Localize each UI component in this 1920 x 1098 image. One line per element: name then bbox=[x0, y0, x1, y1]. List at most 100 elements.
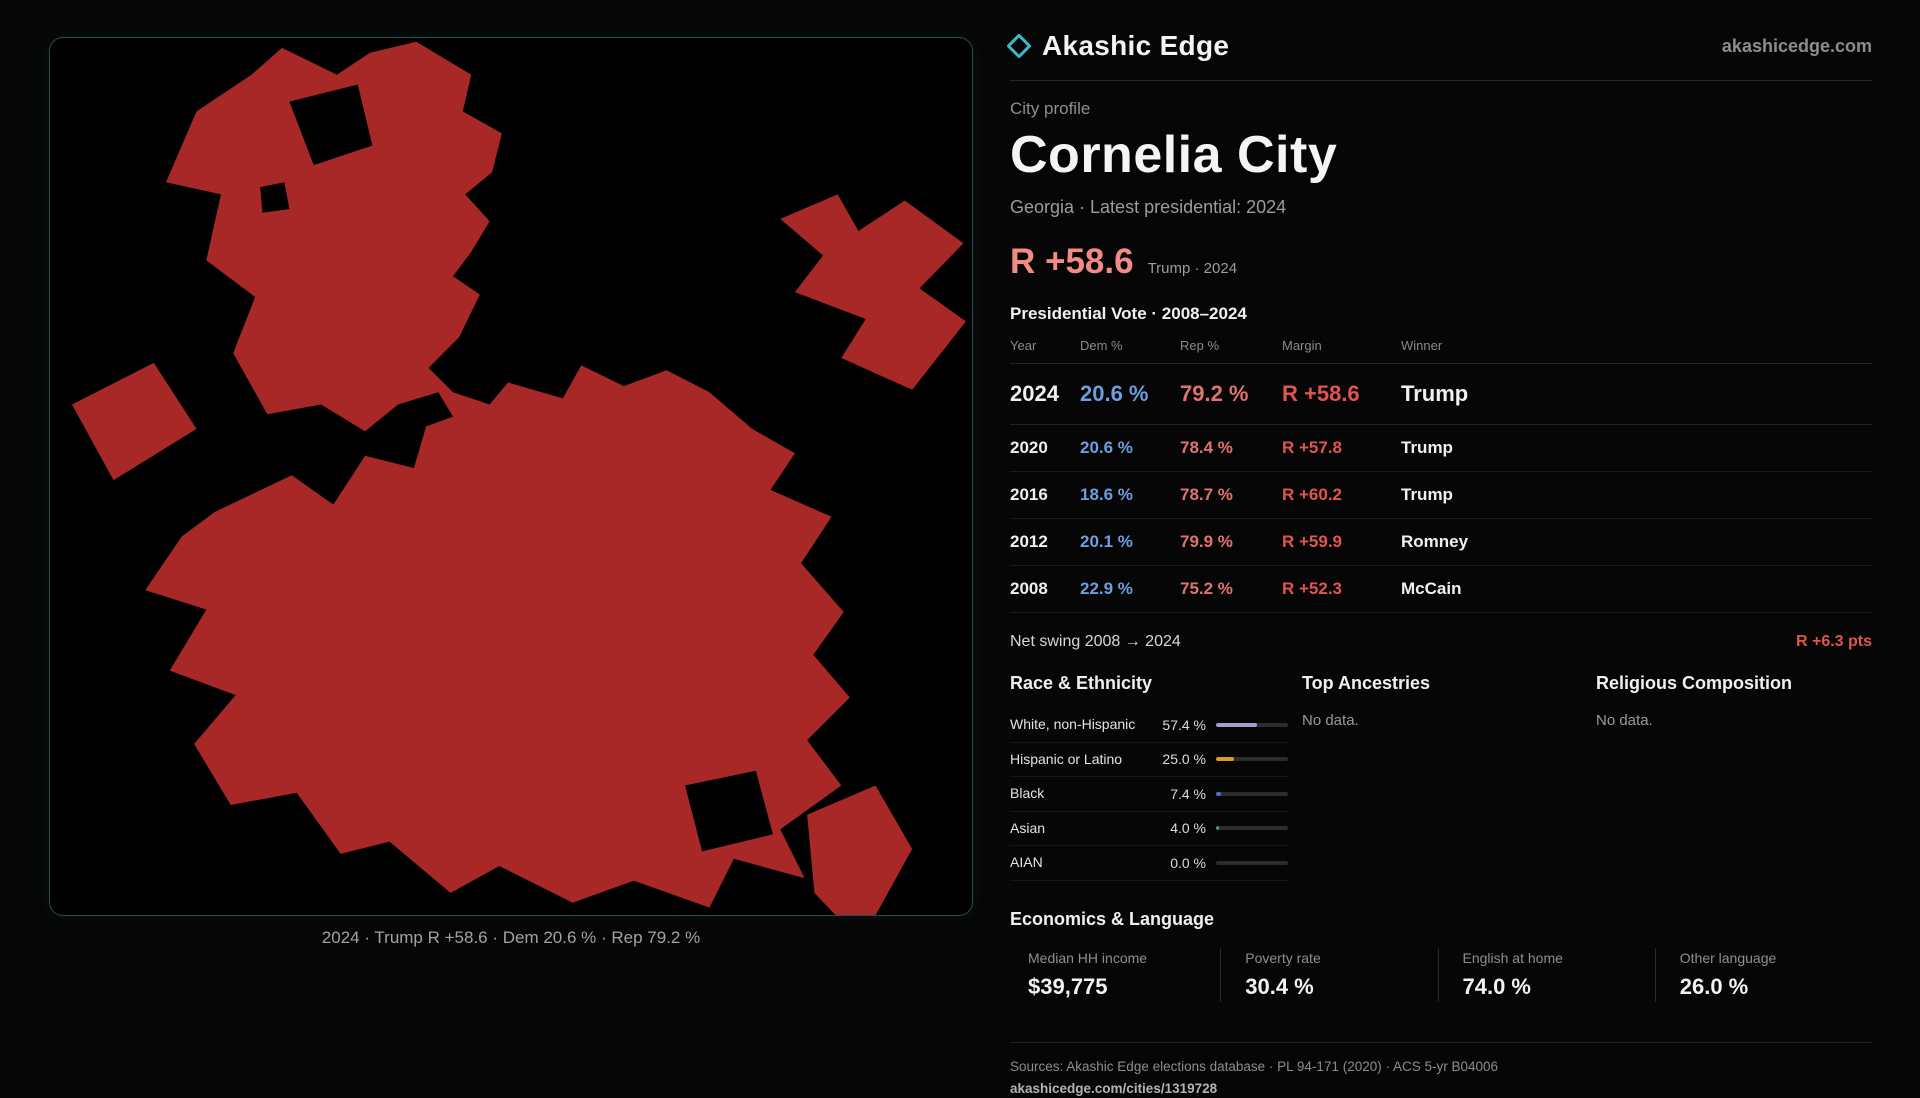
demographics-section: Race & Ethnicity White, non-Hispanic 57.… bbox=[1010, 673, 1872, 881]
cell-year: 2024 bbox=[1010, 381, 1059, 406]
city-boundary-se bbox=[807, 785, 913, 915]
race-bar bbox=[1216, 791, 1288, 796]
race-row: White, non-Hispanic 57.4 % bbox=[1010, 708, 1288, 743]
stat-cell: Other language 26.0 % bbox=[1654, 947, 1872, 1002]
cell-winner: Trump bbox=[1401, 381, 1469, 406]
city-map[interactable] bbox=[50, 38, 972, 915]
table-row: 2008 22.9 % 75.2 % R +52.3 McCain bbox=[1010, 566, 1872, 613]
race-section-title: Race & Ethnicity bbox=[1010, 673, 1153, 693]
race-value: 0.0 % bbox=[1170, 854, 1206, 871]
race-row: AIAN 0.0 % bbox=[1010, 846, 1288, 881]
race-column: Race & Ethnicity White, non-Hispanic 57.… bbox=[1010, 673, 1302, 881]
cell-rep: 78.7 % bbox=[1180, 485, 1233, 504]
brand-name: Akashic Edge bbox=[1042, 30, 1230, 61]
race-label: White, non-Hispanic bbox=[1010, 716, 1136, 732]
cell-margin: R +60.2 bbox=[1282, 485, 1343, 504]
col-dem: Dem % bbox=[1080, 338, 1123, 353]
race-label: Black bbox=[1010, 785, 1045, 801]
col-rep: Rep % bbox=[1180, 338, 1220, 353]
site-domain-link[interactable]: akashicedge.com bbox=[1721, 35, 1872, 56]
city-title: Cornelia City bbox=[1010, 126, 1338, 184]
race-label: Hispanic or Latino bbox=[1010, 750, 1123, 767]
stat-label: Other language bbox=[1679, 949, 1777, 966]
city-boundary-west bbox=[71, 362, 197, 481]
stat-cell: Median HH income $39,775 bbox=[1010, 948, 1220, 1002]
religion-column: Religious Composition No data. bbox=[1596, 673, 1872, 881]
race-bar-fill bbox=[1216, 826, 1219, 831]
race-label: Asian bbox=[1010, 819, 1046, 836]
vote-table-title: Presidential Vote · 2008–2024 bbox=[1010, 304, 1247, 323]
race-value: 25.0 % bbox=[1162, 751, 1206, 768]
net-swing-label: Net swing 2008 → 2024 bbox=[1010, 633, 1181, 650]
city-boundary-ne bbox=[780, 194, 966, 390]
map-hole bbox=[289, 84, 373, 166]
stat-label: Poverty rate bbox=[1245, 949, 1321, 966]
map-panel[interactable] bbox=[49, 37, 973, 916]
cell-winner: Romney bbox=[1401, 532, 1469, 551]
cell-margin: R +59.9 bbox=[1282, 532, 1343, 551]
cell-rep: 78.4 % bbox=[1180, 438, 1233, 457]
stat-value: 30.4 % bbox=[1245, 973, 1314, 999]
cell-margin: R +58.6 bbox=[1282, 381, 1360, 406]
race-bar bbox=[1216, 757, 1288, 762]
race-row: Black 7.4 % bbox=[1010, 777, 1288, 812]
race-bar-fill bbox=[1216, 757, 1234, 762]
col-winner: Winner bbox=[1401, 338, 1443, 353]
table-row: 2012 20.1 % 79.9 % R +59.9 Romney bbox=[1010, 519, 1872, 566]
cell-margin: R +57.8 bbox=[1282, 438, 1343, 457]
stat-value: 26.0 % bbox=[1679, 973, 1749, 999]
table-row: 2016 18.6 % 78.7 % R +60.2 Trump bbox=[1010, 472, 1872, 519]
race-row: Asian 4.0 % bbox=[1010, 812, 1288, 846]
map-hole bbox=[685, 770, 773, 852]
race-row: Hispanic or Latino 25.0 % bbox=[1010, 743, 1288, 777]
permalink[interactable]: akashicedge.com/cities/1319728 bbox=[1010, 1080, 1218, 1096]
stat-value: $39,775 bbox=[1028, 973, 1108, 999]
diamond-icon bbox=[1006, 33, 1032, 59]
city-boundary-main bbox=[145, 41, 850, 908]
cell-rep: 79.9 % bbox=[1180, 532, 1233, 551]
header: Akashic Edge akashicedge.com bbox=[1006, 30, 1872, 62]
cell-year: 2008 bbox=[1010, 579, 1048, 598]
stat-label: English at home bbox=[1462, 949, 1563, 966]
stat-label: Median HH income bbox=[1028, 949, 1148, 966]
ancestries-section-title: Top Ancestries bbox=[1302, 673, 1431, 693]
cell-year: 2016 bbox=[1010, 485, 1048, 504]
header-divider bbox=[1010, 80, 1872, 81]
economics-title: Economics & Language bbox=[1010, 908, 1215, 929]
city-subtitle: Georgia · Latest presidential: 2024 bbox=[1010, 197, 1287, 217]
cell-winner: Trump bbox=[1401, 438, 1453, 457]
race-bar-fill bbox=[1216, 722, 1258, 727]
cell-dem: 22.9 % bbox=[1080, 579, 1133, 598]
cell-dem: 18.6 % bbox=[1080, 485, 1133, 504]
net-swing-row: Net swing 2008 → 2024 R +6.3 pts bbox=[1010, 629, 1872, 651]
city-profile-panel: Akashic Edge akashicedge.com City profil… bbox=[1006, 30, 1872, 1098]
cell-year: 2020 bbox=[1010, 438, 1048, 457]
headline: R +58.6 Trump · 2024 bbox=[1010, 242, 1872, 282]
race-bar bbox=[1216, 860, 1288, 865]
sources-line: Sources: Akashic Edge elections database… bbox=[1010, 1058, 1499, 1074]
stat-cell: Poverty rate 30.4 % bbox=[1220, 947, 1437, 1002]
race-bar-fill bbox=[1216, 791, 1222, 796]
brand-logo[interactable]: Akashic Edge bbox=[1006, 30, 1230, 62]
map-caption: 2024 · Trump R +58.6 · Dem 20.6 % · Rep … bbox=[321, 928, 701, 947]
table-row: 2020 20.6 % 78.4 % R +57.8 Trump bbox=[1010, 425, 1872, 472]
profile-kicker: City profile bbox=[1010, 99, 1091, 118]
no-data-text: No data. bbox=[1302, 712, 1359, 729]
cell-dem: 20.1 % bbox=[1080, 532, 1133, 551]
col-margin: Margin bbox=[1282, 338, 1322, 353]
footer: Sources: Akashic Edge elections database… bbox=[1010, 1041, 1872, 1098]
race-label: AIAN bbox=[1010, 854, 1043, 870]
race-bar bbox=[1216, 826, 1288, 831]
cell-margin: R +52.3 bbox=[1282, 579, 1343, 598]
stat-value: 74.0 % bbox=[1462, 973, 1532, 999]
race-list: White, non-Hispanic 57.4 % Hispanic or L… bbox=[1010, 708, 1288, 881]
cell-winner: McCain bbox=[1401, 579, 1462, 598]
cell-year: 2012 bbox=[1010, 532, 1048, 551]
vote-table: Year Dem % Rep % Margin Winner 2024 20.6… bbox=[1010, 324, 1872, 613]
race-value: 4.0 % bbox=[1170, 820, 1206, 837]
economics-stats: Median HH income $39,775 Poverty rate 30… bbox=[1010, 947, 1872, 1002]
race-value: 57.4 % bbox=[1162, 716, 1206, 733]
headline-note: Trump · 2024 bbox=[1147, 260, 1238, 277]
table-header: Year Dem % Rep % Margin Winner bbox=[1010, 324, 1872, 364]
race-bar bbox=[1216, 722, 1288, 727]
